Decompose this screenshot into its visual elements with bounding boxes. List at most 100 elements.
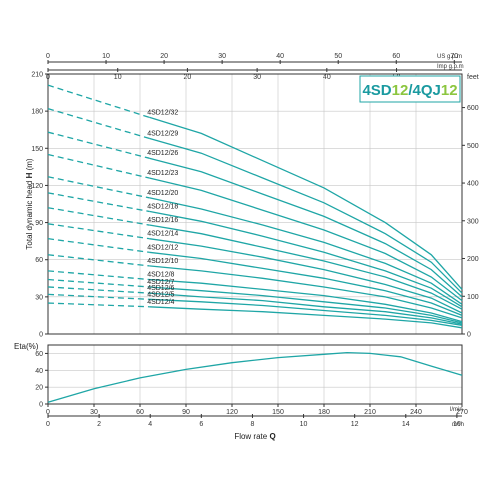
title-part: 4SD (362, 82, 391, 99)
head-curve-label: 4SD12/10 (147, 258, 178, 265)
head-y-tick-label: 180 (31, 109, 43, 116)
title-part: 12 (441, 82, 458, 99)
head-curve-dashed (47, 302, 150, 308)
head-curve (149, 286, 463, 324)
top-axis-tick-label: 60 (392, 53, 400, 60)
lmin-axis-unit: l/min (450, 407, 463, 413)
chart-title: 4SD12/4QJ12 (362, 82, 457, 99)
top-axis-tick-label: 40 (323, 74, 331, 81)
title-part: 12 (392, 82, 409, 99)
head-curve-label: 4SD12/4 (147, 299, 174, 306)
lmin-tick-label: 30 (90, 409, 98, 416)
head-grid (48, 74, 462, 334)
head-y-axis-ticks: 0 30 60 90 120 150 180 210 (31, 72, 48, 339)
efficiency-curve (47, 351, 463, 403)
eta-y-tick-label: 40 (35, 368, 43, 375)
top-axis-tick-label: 30 (253, 74, 261, 81)
eta-y-axis-label: Eta(%) (14, 342, 39, 351)
head-curve-label: 4SD12/5 (147, 291, 174, 298)
head-curve-dashed (47, 108, 150, 140)
eta-plot: Eta(%) 0 20 40 60 (14, 342, 463, 409)
head-curve-dashed (47, 176, 150, 199)
feet-tick-label: 100 (467, 294, 479, 301)
head-curves: 4SD12/32 4SD12/29 4SD12/26 4SD12/23 4SD12/20… (47, 84, 463, 329)
head-curve (149, 137, 463, 294)
head-curve-dashed (47, 84, 150, 118)
head-curve (149, 251, 463, 317)
feet-axis-unit: feet (467, 74, 479, 81)
head-curve-label: 4SD12/26 (147, 150, 178, 157)
head-curve-label: 4SD12/29 (147, 130, 178, 137)
eta-plot-frame (47, 344, 463, 405)
head-curve (149, 224, 463, 310)
top-axis-unit-us: US g.p.m (437, 54, 462, 60)
title-part: /4QJ (408, 82, 441, 99)
feet-tick-label: 0 (467, 332, 471, 339)
head-y-tick-label: 120 (31, 183, 43, 190)
head-curve-dashed (47, 278, 150, 288)
head-curve-dashed (47, 254, 150, 267)
head-curve-label: 4SD12/7 (147, 279, 174, 286)
m3h-tick-label: 12 (351, 421, 359, 428)
m3h-tick-label: 0 (46, 421, 50, 428)
head-y-tick-label: 30 (35, 294, 43, 301)
head-curve (149, 116, 463, 290)
head-curve (149, 197, 463, 305)
lmin-axis-ticks: 0 30 60 90 120 150 180 210 240 270 (46, 404, 468, 416)
head-curve-label: 4SD12/16 (147, 217, 178, 224)
m3h-tick-label: 2 (97, 421, 101, 428)
head-curve-dashed (47, 238, 150, 253)
top-axis-tick-label: 0 (46, 53, 50, 60)
lmin-tick-label: 90 (182, 409, 190, 416)
head-curve-label: 4SD12/32 (147, 109, 178, 116)
eta-y-axis-ticks: 0 20 40 60 (35, 351, 48, 409)
head-curve-dashed (47, 192, 150, 213)
head-curve-label: 4SD12/12 (147, 244, 178, 251)
eta-y-tick-label: 60 (35, 351, 43, 358)
top-axis-tick-label: 10 (114, 74, 122, 81)
head-curve-label: 4SD12/6 (147, 285, 174, 292)
eta-y-tick-label: 0 (39, 402, 43, 409)
m3h-tick-label: 14 (402, 421, 410, 428)
head-plot-frame (47, 73, 463, 335)
model-title-frame (359, 75, 461, 103)
model-title-box: 4SD12/4QJ12 (359, 75, 461, 103)
feet-tick-label: 200 (467, 256, 479, 263)
head-curve (149, 306, 463, 329)
m3h-tick-label: 10 (300, 421, 308, 428)
eta-y-tick-label: 20 (35, 385, 43, 392)
m3h-tick-label: 6 (199, 421, 203, 428)
feet-tick-label: 600 (467, 105, 479, 112)
top-axis-tick-label: 40 (276, 53, 284, 60)
head-y-tick-label: 210 (31, 72, 43, 79)
head-y-axis-label: Total dynamic head H (m) (25, 158, 34, 249)
head-curve-label: 4SD12/20 (147, 190, 178, 197)
head-curve-label: 4SD12/18 (147, 203, 178, 210)
head-curve-dashed (47, 286, 150, 294)
top-axis-tick-label: 70 (450, 53, 458, 60)
m3h-axis-unit: m³/h (452, 422, 464, 428)
head-curve-dashed (47, 270, 150, 281)
head-curve-dashed (47, 153, 150, 179)
bottom-axes: 0 30 60 90 120 150 180 210 240 270 0 2 4 6 8 10 12 14 16 … (46, 404, 468, 441)
top-axis-tick-label: 30 (218, 53, 226, 60)
head-y-tick-label: 150 (31, 146, 43, 153)
head-curve-dashed (47, 207, 150, 226)
head-curve (149, 177, 463, 302)
lmin-tick-label: 60 (136, 409, 144, 416)
head-curve-dashed (47, 131, 150, 159)
top-axis-tick-label: 20 (184, 74, 192, 81)
lmin-tick-label: 210 (364, 409, 376, 416)
m3h-tick-label: 8 (250, 421, 254, 428)
feet-tick-label: 400 (467, 181, 479, 188)
top-axis-tick-label: 50 (334, 53, 342, 60)
top-axis-unit-imp: Imp g.p.m (437, 64, 464, 70)
lmin-tick-label: 0 (46, 409, 50, 416)
head-curve-label: 4SD12/23 (147, 170, 178, 177)
head-y-tick-label: 0 (39, 332, 43, 339)
head-curve (149, 298, 463, 326)
m3h-tick-label: 4 (148, 421, 152, 428)
top-axis-tick-label: 10 (102, 53, 110, 60)
